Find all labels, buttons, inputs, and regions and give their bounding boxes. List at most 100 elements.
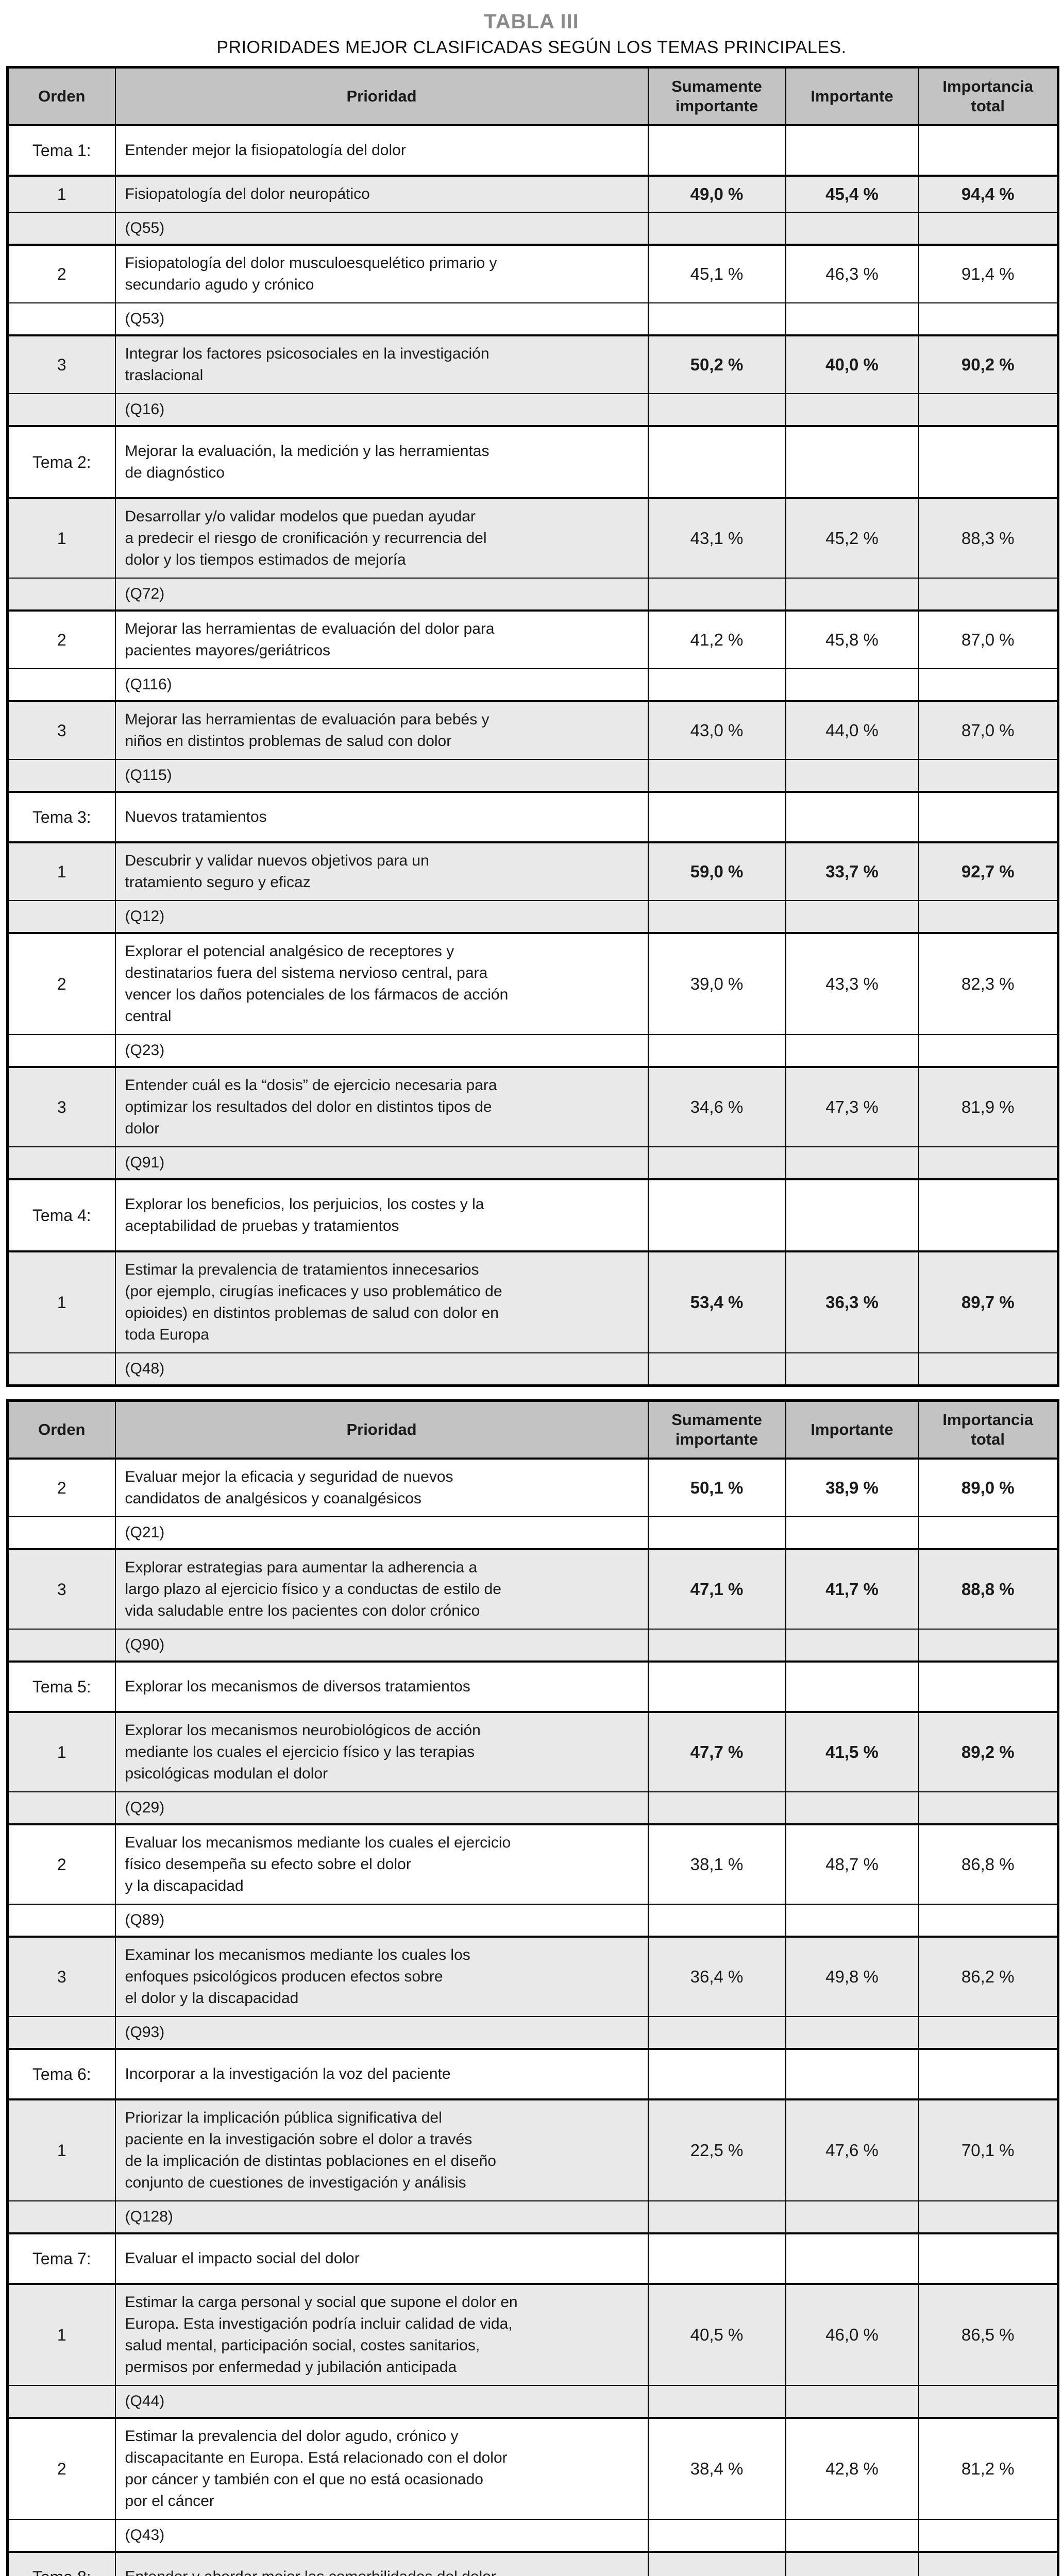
table-row-qcode: (Q128): [7, 2200, 1059, 2233]
percentage-cell: 45,2 %: [785, 497, 919, 578]
percentage-cell: 36,3 %: [785, 1250, 919, 1353]
percentage-cell: [785, 791, 919, 842]
column-header: Importancia total: [918, 67, 1059, 126]
percentage-cell: [785, 2385, 919, 2418]
percentage-cell: [918, 124, 1059, 176]
question-code-cell: (Q116): [114, 668, 649, 701]
percentage-cell: 46,3 %: [785, 244, 919, 303]
percentage-cell: [647, 578, 786, 611]
orden-cell: 1: [7, 1711, 116, 1792]
table-row-qcode: (Q93): [7, 2016, 1059, 2049]
percentage-cell: [785, 668, 919, 701]
percentage-cell: [918, 393, 1059, 426]
percentage-cell: [785, 2519, 919, 2552]
percentage-cell: [785, 302, 919, 335]
question-code-cell: (Q16): [114, 393, 649, 426]
percentage-cell: [647, 668, 786, 701]
percentage-cell: 43,0 %: [647, 700, 786, 759]
table-row-priority: 1 Fisiopatología del dolor neuropático 49,…: [7, 175, 1059, 212]
table-row-qcode: (Q53): [7, 302, 1059, 335]
percentage-cell: [647, 1660, 786, 1712]
table-row-qcode: (Q44): [7, 2385, 1059, 2418]
priority-text-cell: Explorar estrategias para aumentar la ad…: [114, 1548, 649, 1629]
table-row-tema: Tema 4: Explorar los beneficios, los perj…: [7, 1178, 1059, 1251]
percentage-cell: 87,0 %: [918, 700, 1059, 759]
table-row-tema: Tema 5: Explorar los mecanismos de divers…: [7, 1660, 1059, 1712]
table-row-priority: 1 Descubrir y validar nuevos objetivos pa…: [7, 841, 1059, 901]
percentage-cell: 38,4 %: [647, 2417, 786, 2519]
table-row-priority: 3 Explorar estrategias para aumentar la a…: [7, 1548, 1059, 1629]
table-row-qcode: (Q48): [7, 1352, 1059, 1386]
percentage-cell: 33,7 %: [785, 841, 919, 901]
table-row-priority: 1 Priorizar la implicación pública signif…: [7, 2098, 1059, 2201]
priority-text-cell: Explorar el potencial analgésico de rece…: [114, 932, 649, 1035]
priority-text-cell: Entender mejor la fisiopatología del dol…: [114, 124, 649, 176]
orden-cell: Tema 5:: [7, 1660, 116, 1712]
percentage-cell: 36,4 %: [647, 1936, 786, 2016]
question-code-cell: (Q89): [114, 1904, 649, 1937]
column-header: Sumamente importante: [647, 67, 786, 126]
orden-cell: [7, 2016, 116, 2049]
percentage-cell: 88,8 %: [918, 1548, 1059, 1629]
percentage-cell: [647, 1146, 786, 1179]
orden-cell: [7, 578, 116, 611]
column-header: Prioridad: [114, 67, 649, 126]
orden-cell: [7, 1352, 116, 1386]
question-code-cell: (Q72): [114, 578, 649, 611]
percentage-cell: 49,0 %: [647, 175, 786, 212]
percentage-cell: [785, 1516, 919, 1549]
header-row: Orden Prioridad Sumamente importante Import…: [7, 67, 1059, 126]
percentage-cell: [918, 1146, 1059, 1179]
percentage-cell: 94,4 %: [918, 175, 1059, 212]
question-code-cell: (Q21): [114, 1516, 649, 1549]
table-row-priority: 3 Examinar los mecanismos mediante los cu…: [7, 1936, 1059, 2016]
percentage-cell: 81,9 %: [918, 1066, 1059, 1147]
percentage-cell: [647, 1629, 786, 1662]
percentage-cell: [785, 759, 919, 792]
table-row-priority: 3 Entender cuál es la “dosis” de ejercici…: [7, 1066, 1059, 1147]
table-row-priority: 1 Estimar la prevalencia de tratamientos …: [7, 1250, 1059, 1353]
table-row-qcode: (Q43): [7, 2519, 1059, 2552]
percentage-cell: [785, 1791, 919, 1824]
table-row-priority: 2 Fisiopatología del dolor musculoesquelé…: [7, 244, 1059, 303]
percentage-cell: [647, 2551, 786, 2576]
document-page: TABLA III PRIORIDADES MEJOR CLASIFICADAS…: [0, 10, 1063, 2576]
percentage-cell: [647, 2232, 786, 2284]
percentage-cell: [918, 2551, 1059, 2576]
percentage-cell: [785, 578, 919, 611]
orden-cell: [7, 302, 116, 335]
percentage-cell: 49,8 %: [785, 1936, 919, 2016]
table-row-tema: Tema 6: Incorporar a la investigación la …: [7, 2048, 1059, 2099]
table-row-priority: 2 Estimar la prevalencia del dolor agudo,…: [7, 2417, 1059, 2519]
percentage-cell: 46,0 %: [785, 2283, 919, 2385]
percentage-cell: [647, 2385, 786, 2418]
percentage-cell: 47,3 %: [785, 1066, 919, 1147]
percentage-cell: [918, 668, 1059, 701]
percentage-cell: 91,4 %: [918, 244, 1059, 303]
percentage-cell: [647, 425, 786, 498]
percentage-cell: 45,4 %: [785, 175, 919, 212]
percentage-cell: 41,2 %: [647, 609, 786, 669]
priority-text-cell: Mejorar la evaluación, la medición y las…: [114, 425, 649, 498]
percentage-cell: 81,2 %: [918, 2417, 1059, 2519]
percentage-cell: [647, 2016, 786, 2049]
percentage-cell: [785, 2232, 919, 2284]
orden-cell: 1: [7, 1250, 116, 1353]
orden-cell: 3: [7, 1936, 116, 2016]
orden-cell: 1: [7, 497, 116, 578]
percentage-cell: 47,6 %: [785, 2098, 919, 2201]
priority-text-cell: Mejorar las herramientas de evaluación p…: [114, 700, 649, 759]
percentage-cell: [918, 900, 1059, 933]
percentage-cell: 50,1 %: [647, 1458, 786, 1517]
priority-text-cell: Nuevos tratamientos: [114, 791, 649, 842]
percentage-cell: 86,2 %: [918, 1936, 1059, 2016]
percentage-cell: [785, 1352, 919, 1386]
percentage-cell: [647, 302, 786, 335]
percentage-cell: [918, 425, 1059, 498]
percentage-cell: [918, 2385, 1059, 2418]
percentage-cell: [647, 2048, 786, 2099]
priority-text-cell: Evaluar mejor la eficacia y seguridad de…: [114, 1458, 649, 1517]
orden-cell: [7, 1791, 116, 1824]
orden-cell: [7, 1516, 116, 1549]
orden-cell: [7, 759, 116, 792]
